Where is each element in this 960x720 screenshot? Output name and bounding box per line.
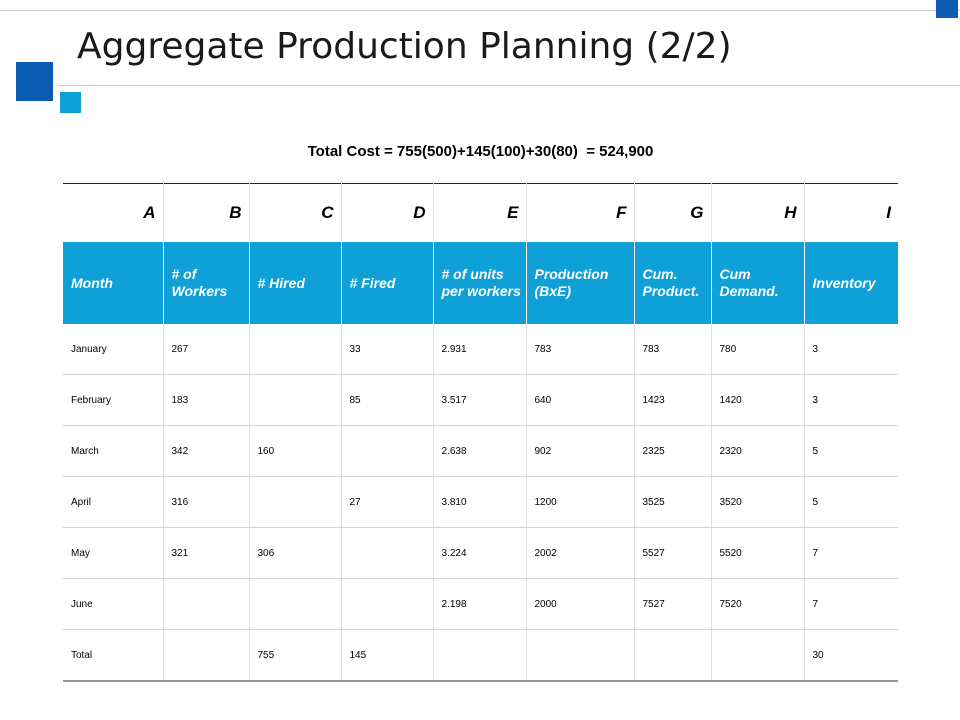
- table-cell: 783: [634, 324, 712, 375]
- table-cell: [249, 324, 342, 375]
- table-cell: Total: [63, 629, 164, 682]
- table-cell: May: [63, 527, 164, 579]
- column-header: # Hired: [249, 242, 342, 324]
- table-cell: 783: [526, 324, 635, 375]
- column-header: Month: [63, 242, 164, 324]
- table-cell: 321: [163, 527, 250, 579]
- table-cell: 316: [163, 476, 250, 528]
- table-row: April 316 27 3.810 1200 3525 3520 5: [63, 476, 898, 528]
- column-header: # Fired: [341, 242, 434, 324]
- table-cell: [163, 629, 250, 682]
- table-cell: 160: [249, 425, 342, 477]
- column-letter: D: [341, 183, 434, 242]
- table-cell: 145: [341, 629, 434, 682]
- page-title: Aggregate Production Planning (2/2): [77, 26, 732, 67]
- table-cell: 3.224: [433, 527, 527, 579]
- table-cell: 85: [341, 374, 434, 426]
- column-header: Inventory: [804, 242, 898, 324]
- title-divider: [58, 85, 960, 86]
- table-row: January 267 33 2.931 783 783 780 3: [63, 324, 898, 375]
- table-cell: 755: [249, 629, 342, 682]
- table-cell: 342: [163, 425, 250, 477]
- table-cell: 33: [341, 324, 434, 375]
- table-cell: 30: [804, 629, 898, 682]
- table-row: May 321 306 3.224 2002 5527 5520 7: [63, 527, 898, 579]
- table-cell: [163, 578, 250, 630]
- column-letter: C: [249, 183, 342, 242]
- table-row: Total 755 145 30: [63, 629, 898, 682]
- table-cell: 3525: [634, 476, 712, 528]
- table-cell: 7527: [634, 578, 712, 630]
- total-cost-formula: Total Cost = 755(500)+145(100)+30(80) = …: [307, 143, 654, 160]
- column-letter: I: [804, 183, 898, 242]
- column-letter: E: [433, 183, 527, 242]
- table-row: June 2.198 2000 7527 7520 7: [63, 578, 898, 630]
- table-cell: 27: [341, 476, 434, 528]
- table-cell: 7: [804, 578, 898, 630]
- table-cell: [341, 425, 434, 477]
- column-header: # of Workers: [163, 242, 250, 324]
- table-cell: [341, 578, 434, 630]
- table-cell: 3.810: [433, 476, 527, 528]
- column-letter: B: [163, 183, 250, 242]
- table-cell: January: [63, 324, 164, 375]
- column-letter: A: [63, 183, 164, 242]
- table-cell: 267: [163, 324, 250, 375]
- table-cell: 2.198: [433, 578, 527, 630]
- table-cell: 2002: [526, 527, 635, 579]
- table-cell: [526, 629, 635, 682]
- table-cell: [249, 578, 342, 630]
- table-cell: [249, 374, 342, 426]
- table-cell: 780: [711, 324, 805, 375]
- table-cell: 2.931: [433, 324, 527, 375]
- column-letter: G: [634, 183, 712, 242]
- table-cell: 5527: [634, 527, 712, 579]
- column-header: Production (BxE): [526, 242, 635, 324]
- column-header: Cum. Product.: [634, 242, 712, 324]
- table-cell: [249, 476, 342, 528]
- table-cell: 2320: [711, 425, 805, 477]
- top-divider: [0, 10, 960, 11]
- table-cell: 5520: [711, 527, 805, 579]
- table-cell: 5: [804, 425, 898, 477]
- table-cell: 1423: [634, 374, 712, 426]
- table-cell: [433, 629, 527, 682]
- table-cell: April: [63, 476, 164, 528]
- table-cell: 3.517: [433, 374, 527, 426]
- table-cell: March: [63, 425, 164, 477]
- column-letter: F: [526, 183, 635, 242]
- table-cell: 2325: [634, 425, 712, 477]
- column-header: Cum Demand.: [711, 242, 805, 324]
- table-cell: 1200: [526, 476, 635, 528]
- table-cell: June: [63, 578, 164, 630]
- accent-square-small: [60, 92, 81, 113]
- table-cell: 183: [163, 374, 250, 426]
- table-cell: [711, 629, 805, 682]
- column-header: # of units per workers: [433, 242, 527, 324]
- table-row: February 183 85 3.517 640 1423 1420 3: [63, 374, 898, 426]
- table-row: March 342 160 2.638 902 2325 2320 5: [63, 425, 898, 477]
- header-row: Month # of Workers # Hired # Fired # of unit…: [63, 242, 898, 324]
- table-cell: 2.638: [433, 425, 527, 477]
- table-cell: 3520: [711, 476, 805, 528]
- table-cell: 5: [804, 476, 898, 528]
- table-cell: 2000: [526, 578, 635, 630]
- table-cell: 3: [804, 324, 898, 375]
- accent-square-large: [16, 62, 53, 101]
- column-letter: H: [711, 183, 805, 242]
- table-cell: [634, 629, 712, 682]
- corner-accent-square: [936, 0, 958, 18]
- table-cell: 7520: [711, 578, 805, 630]
- table-cell: 902: [526, 425, 635, 477]
- table-cell: 1420: [711, 374, 805, 426]
- table-cell: 3: [804, 374, 898, 426]
- table-cell: 306: [249, 527, 342, 579]
- table-cell: 7: [804, 527, 898, 579]
- table-cell: February: [63, 374, 164, 426]
- table-cell: 640: [526, 374, 635, 426]
- table-cell: [341, 527, 434, 579]
